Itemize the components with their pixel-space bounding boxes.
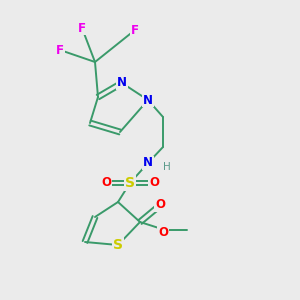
Text: N: N bbox=[143, 157, 153, 169]
Text: O: O bbox=[101, 176, 111, 190]
Text: F: F bbox=[56, 44, 64, 56]
Text: O: O bbox=[155, 199, 165, 212]
Text: S: S bbox=[113, 238, 123, 252]
Text: N: N bbox=[117, 76, 127, 89]
Text: N: N bbox=[143, 94, 153, 106]
Text: F: F bbox=[131, 23, 139, 37]
Text: O: O bbox=[158, 226, 168, 238]
Text: O: O bbox=[149, 176, 159, 190]
Text: F: F bbox=[78, 22, 86, 34]
Text: H: H bbox=[163, 162, 171, 172]
Text: S: S bbox=[125, 176, 135, 190]
